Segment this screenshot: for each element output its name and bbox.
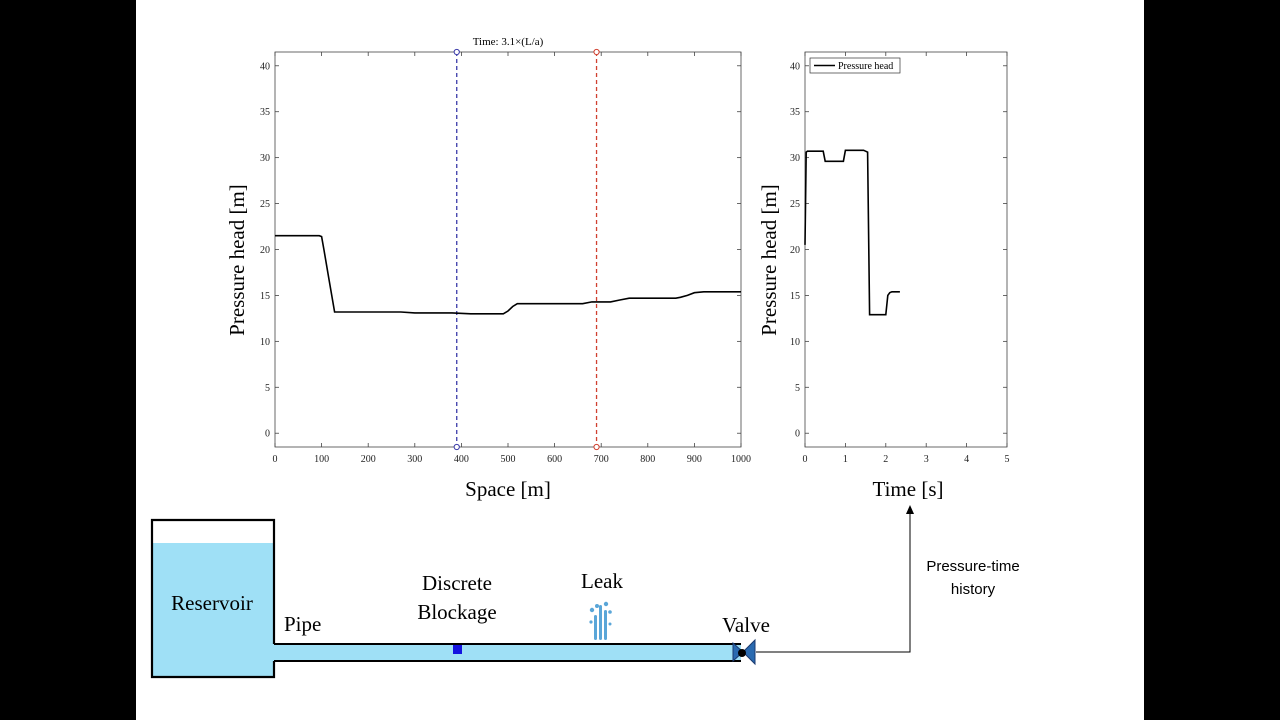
- y-tick-label: 0: [265, 429, 270, 440]
- space-pressure-line: [275, 234, 741, 315]
- space-chart-title: Time: 3.1×(L/a): [473, 36, 544, 48]
- time-pressure-line: [804, 149, 900, 316]
- reservoir-outline: [150, 518, 276, 679]
- time-chart-y-ticks: 0 5 10 15 20 25 30 35 40: [790, 61, 1007, 440]
- space-chart-plot-area: [274, 51, 742, 448]
- blockage-label-line2: Blockage: [417, 600, 496, 624]
- x-tick-label: 100: [314, 454, 329, 465]
- section-marker-bottom: [593, 443, 600, 451]
- x-tick-label: 600: [547, 454, 562, 465]
- section-marker-bottom: [453, 443, 460, 451]
- y-tick-label: 0: [795, 429, 800, 440]
- x-tick-label: 300: [407, 454, 422, 465]
- space-chart: 0 5 10 15 20 25 30 35 40 0 100 200 300 400 500 600 700 8…: [225, 36, 751, 501]
- x-tick-label: 2: [883, 454, 888, 465]
- time-chart-x-label: Time [s]: [873, 477, 944, 501]
- section-marker-top: [453, 48, 460, 56]
- section-marker-top: [593, 48, 600, 56]
- slide: 0 5 10 15 20 25 30 35 40 0 100 200 300 400 500 600 700 8…: [136, 0, 1144, 720]
- y-tick-label: 25: [260, 199, 270, 210]
- legend-box: [809, 57, 901, 74]
- y-tick-label: 40: [790, 61, 800, 72]
- y-tick-label: 10: [790, 337, 800, 348]
- blockage-marker: [453, 645, 462, 654]
- time-chart-y-label: Pressure head [m]: [757, 184, 781, 336]
- pipeline-schematic: Reservoir Pipe Discrete Blockage Leak Va…: [150, 505, 1020, 679]
- space-chart-y-ticks: 0 5 10 15 20 25 30 35 40: [260, 61, 741, 440]
- y-tick-label: 35: [260, 107, 270, 118]
- x-tick-label: 400: [454, 454, 469, 465]
- leak-icon: [589, 601, 612, 640]
- x-tick-label: 200: [361, 454, 376, 465]
- y-tick-label: 30: [260, 153, 270, 164]
- space-chart-x-label: Space [m]: [465, 477, 551, 501]
- x-tick-label: 5: [1005, 454, 1010, 465]
- x-tick-label: 700: [594, 454, 609, 465]
- history-connector-line: [756, 512, 911, 653]
- blockage-label-line1: Discrete: [422, 571, 492, 595]
- history-label-line2: history: [951, 581, 996, 598]
- time-chart-legend: Pressure head: [809, 57, 901, 74]
- y-tick-label: 30: [790, 153, 800, 164]
- space-chart-x-ticks: 0 100 200 300 400 500 600 700 800 900 1000: [273, 52, 751, 465]
- space-chart-y-label: Pressure head [m]: [225, 184, 249, 336]
- valve-icon: [732, 638, 756, 666]
- section-markers: [453, 48, 600, 451]
- time-chart-x-ticks: 0 1 2 3 4 5: [803, 52, 1010, 465]
- y-tick-label: 15: [790, 291, 800, 302]
- time-chart: 0 5 10 15 20 25 30 35 40 0 1 2 3 4 5 Pressure head Ti…: [757, 51, 1010, 501]
- y-tick-label: 10: [260, 337, 270, 348]
- y-tick-label: 40: [260, 61, 270, 72]
- y-tick-label: 20: [260, 245, 270, 256]
- leak-label: Leak: [581, 569, 623, 593]
- x-tick-label: 4: [964, 454, 969, 465]
- y-tick-label: 5: [265, 383, 270, 394]
- history-label-line1: Pressure-time: [926, 558, 1019, 575]
- x-tick-label: 900: [687, 454, 702, 465]
- reservoir-label: Reservoir: [171, 591, 253, 615]
- x-tick-label: 1: [843, 454, 848, 465]
- x-tick-label: 800: [640, 454, 655, 465]
- y-tick-label: 15: [260, 291, 270, 302]
- x-tick-label: 3: [924, 454, 929, 465]
- y-tick-label: 35: [790, 107, 800, 118]
- y-tick-label: 25: [790, 199, 800, 210]
- x-tick-label: 0: [803, 454, 808, 465]
- legend-entry: Pressure head: [838, 61, 893, 72]
- pipe-label: Pipe: [284, 612, 321, 636]
- x-tick-label: 0: [273, 454, 278, 465]
- arrowhead-icon: [906, 505, 914, 514]
- x-tick-label: 500: [501, 454, 516, 465]
- y-tick-label: 5: [795, 383, 800, 394]
- y-tick-label: 20: [790, 245, 800, 256]
- valve-label: Valve: [722, 613, 770, 637]
- time-chart-plot-area: [804, 51, 1008, 448]
- water-fill: [152, 543, 741, 676]
- x-tick-label: 1000: [731, 454, 751, 465]
